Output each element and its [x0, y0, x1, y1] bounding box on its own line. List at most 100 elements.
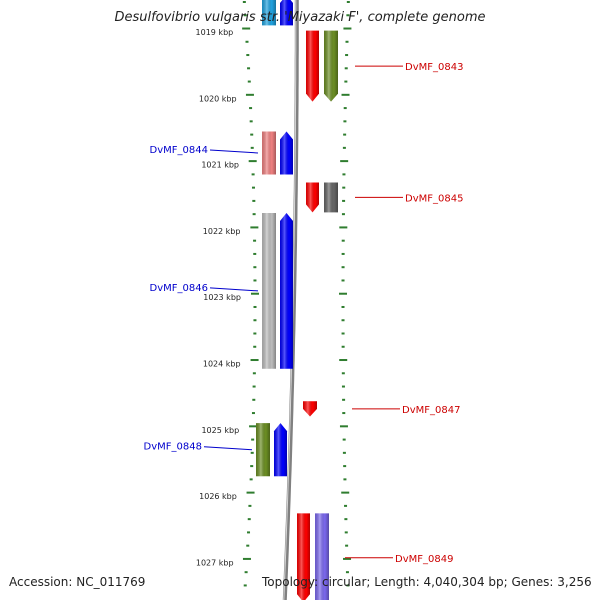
gene-tracks	[256, 0, 338, 600]
tick-mark	[246, 54, 250, 57]
tick-mark	[249, 425, 258, 428]
tick-mark	[341, 252, 345, 255]
dvmf_0844-cog-bar[interactable]	[262, 131, 276, 175]
tick-mark	[248, 160, 257, 163]
dvmf_0849-cog-bar[interactable]	[315, 513, 329, 600]
dvmf_0848-label[interactable]: DvMF_0848	[144, 442, 202, 453]
tick-mark	[243, 14, 247, 17]
tick-mark	[341, 372, 345, 375]
dvmf_0844-label[interactable]: DvMF_0844	[150, 145, 208, 156]
tick-mark	[251, 186, 255, 189]
dvmf_0848-cds-arrow[interactable]	[274, 423, 287, 477]
dvmf_0846-cog-bar[interactable]	[262, 212, 276, 369]
tick-mark	[252, 213, 256, 216]
tick-mark	[248, 504, 252, 507]
tick-mark	[250, 133, 254, 136]
tick-mark	[342, 186, 346, 189]
tick-mark	[341, 213, 345, 216]
tick-mark	[253, 305, 257, 308]
dvmf_0848-leader-line	[203, 446, 253, 451]
dvmf_0848-cog-bar[interactable]	[256, 423, 270, 477]
tick-mark	[344, 531, 348, 534]
backbone-line	[282, 0, 299, 600]
tick-mark	[252, 398, 256, 401]
tick-mark	[253, 332, 257, 335]
dvmf_0849-label[interactable]: DvMF_0849	[395, 554, 453, 565]
tick-mark	[250, 146, 254, 149]
tick-mark	[343, 478, 347, 481]
dvmf_0846-label[interactable]: DvMF_0846	[150, 283, 208, 294]
tick-mark	[343, 465, 347, 468]
tick-mark	[252, 372, 256, 375]
gene-7-cog-bar[interactable]	[262, 0, 276, 26]
tick-mark	[242, 1, 246, 3]
tick-mark	[346, 584, 350, 587]
dvmf_0843-cog-bar[interactable]	[324, 30, 338, 102]
tick-mark	[339, 292, 348, 295]
map-title: Desulfovibrio vulgaris str. 'Miyazaki F'…	[114, 10, 486, 25]
dvmf_0844-leader-line	[209, 149, 259, 154]
tick-mark	[249, 120, 253, 123]
tick-mark	[342, 146, 346, 149]
scale-label: 1020 kbp	[199, 94, 237, 103]
tick-mark	[252, 385, 256, 388]
tick-mark	[344, 80, 348, 83]
scale-label: 1027 kbp	[196, 558, 234, 567]
dvmf_0847-cds-arrow[interactable]	[303, 401, 317, 417]
tick-mark	[247, 80, 251, 83]
tick-mark	[252, 199, 256, 202]
tick-mark	[250, 465, 254, 468]
tick-mark	[242, 557, 251, 560]
tick-mark	[250, 359, 259, 362]
dvmf_0846-leader-line	[209, 287, 259, 292]
tick-mark	[247, 67, 251, 70]
tick-mark	[345, 544, 349, 547]
tick-mark	[253, 279, 257, 282]
tick-mark	[245, 93, 254, 96]
tick-mark	[244, 571, 248, 574]
scale-label: 1023 kbp	[203, 293, 241, 302]
tick-mark	[341, 332, 345, 335]
tick-mark	[341, 491, 350, 494]
tick-mark	[344, 504, 348, 507]
dvmf_0849-cds-arrow[interactable]	[297, 513, 310, 600]
tick-mark	[253, 239, 257, 242]
tick-mark	[246, 491, 255, 494]
dvmf_0846-cds-arrow[interactable]	[280, 212, 293, 369]
tick-mark	[339, 359, 348, 362]
tick-mark	[346, 1, 350, 3]
dvmf_0843-cds-arrow[interactable]	[306, 30, 319, 102]
tick-mark	[341, 305, 345, 308]
tick-mark	[253, 252, 257, 255]
dvmf_0845-cds-arrow[interactable]	[306, 182, 319, 213]
tick-mark	[342, 438, 346, 441]
scale-label: 1022 kbp	[203, 227, 241, 236]
dvmf_0845-cog-bar[interactable]	[324, 182, 338, 213]
tick-mark	[345, 571, 349, 574]
tick-rings	[242, 1, 352, 587]
dvmf_0843-label[interactable]: DvMF_0843	[405, 62, 463, 73]
tick-mark	[342, 398, 346, 401]
tick-mark	[253, 266, 257, 269]
tick-mark	[251, 412, 255, 415]
tick-mark	[249, 107, 253, 110]
tick-mark	[345, 54, 349, 57]
tick-mark	[343, 133, 347, 136]
tick-mark	[251, 173, 255, 176]
accession-text: Accession: NC_011769	[9, 575, 146, 589]
gene-7-cds-arrow[interactable]	[280, 0, 293, 26]
tick-mark	[341, 93, 350, 96]
tick-mark	[245, 40, 249, 43]
dvmf_0844-cds-arrow[interactable]	[280, 131, 293, 175]
tick-mark	[345, 40, 349, 43]
tick-mark	[341, 345, 345, 348]
scale-label: 1019 kbp	[196, 28, 234, 37]
tick-mark	[340, 160, 349, 163]
tick-mark	[339, 226, 348, 229]
dvmf_0847-label[interactable]: DvMF_0847	[402, 405, 460, 416]
tick-mark	[250, 292, 259, 295]
tick-mark	[343, 27, 352, 30]
tick-mark	[341, 266, 345, 269]
dvmf_0845-label[interactable]: DvMF_0845	[405, 193, 463, 204]
